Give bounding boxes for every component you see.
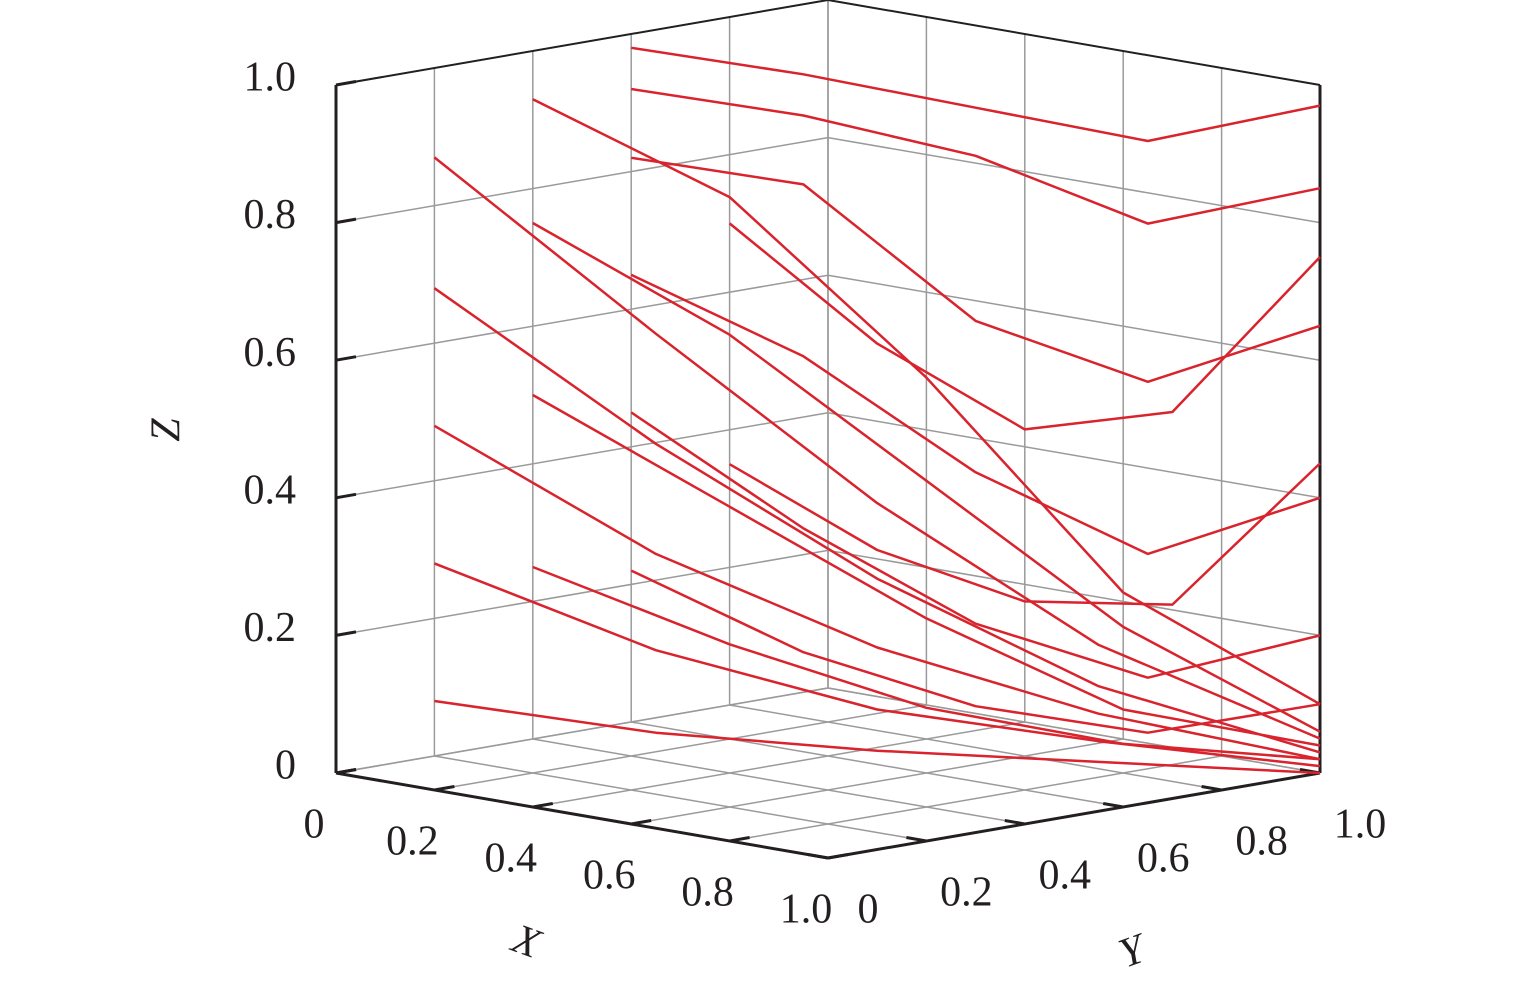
grid-line (729, 704, 1222, 791)
tick-mark (335, 355, 357, 362)
z-tick-label: 0.6 (244, 330, 297, 376)
trajectory (630, 569, 1321, 734)
trajectory (631, 46, 1321, 143)
axis-line (827, 0, 1321, 86)
tick-mark (630, 819, 652, 826)
trajectory (433, 156, 1321, 740)
y-tick-label: 0 (858, 887, 879, 933)
grid-line (532, 738, 1025, 825)
axis-line (335, 771, 829, 860)
y-axis-label: Y (1113, 925, 1155, 978)
x-tick-label: 0.2 (386, 819, 439, 865)
tick-mark (827, 853, 849, 860)
grid-line (434, 704, 927, 791)
trajectory (433, 562, 1321, 768)
trajectory (532, 393, 1321, 747)
x-tick-label: 0 (304, 802, 325, 848)
trajectory (630, 273, 1321, 556)
grid-line (532, 721, 1025, 808)
y-tick-label: 0.6 (1137, 836, 1190, 882)
x-axis-label: X (504, 915, 548, 968)
grid-line (335, 687, 829, 774)
tick-mark (906, 836, 927, 843)
tick-mark (807, 853, 829, 860)
grid-line (631, 738, 1124, 825)
grid-line (335, 136, 829, 224)
grid-line (827, 412, 1321, 499)
trajectory (631, 87, 1321, 225)
axis-line (827, 771, 1321, 860)
z-tick-label: 1.0 (244, 55, 297, 101)
grid-line (335, 274, 829, 361)
trajectory (532, 565, 1321, 761)
grid-line (827, 549, 1321, 637)
trajectory (434, 699, 1321, 775)
trajectory (630, 411, 1321, 679)
x-tick-label: 0.4 (485, 836, 538, 882)
tick-mark (335, 492, 357, 500)
trajectory (532, 98, 1321, 706)
tick-mark (335, 630, 357, 637)
x-tick-label: 0.6 (583, 853, 636, 899)
tick-mark (335, 80, 357, 87)
grid-line (827, 274, 1321, 361)
tick-mark (1201, 785, 1222, 792)
trajectory (631, 156, 1321, 384)
grid-line (335, 549, 829, 637)
tick-mark (335, 217, 357, 225)
trajectory (728, 462, 1321, 606)
grid-line (827, 136, 1321, 224)
z-tick-label: 0.8 (244, 192, 297, 238)
axis-line (335, 0, 829, 86)
z-tick-label: 0.4 (244, 467, 297, 513)
tick-mark (1004, 819, 1026, 826)
z-axis-label: Z (144, 418, 190, 442)
tick-mark (532, 802, 554, 809)
y-tick-label: 0.4 (1039, 853, 1092, 899)
tick-mark (729, 836, 750, 843)
z-tick-label: 0 (275, 743, 296, 789)
y-tick-label: 0.8 (1235, 819, 1288, 865)
z-tick-label: 0.2 (244, 605, 297, 651)
tick-mark (335, 768, 357, 775)
y-tick-label: 0.2 (940, 870, 993, 916)
x-tick-label: 0.8 (681, 870, 734, 916)
trajectory (728, 222, 1321, 431)
x-tick-label: 1.0 (780, 887, 833, 933)
trajectory (433, 287, 1321, 754)
tick-mark (434, 785, 455, 792)
grid-line (335, 412, 829, 499)
y-tick-label: 1.0 (1334, 802, 1387, 848)
grid-line (434, 755, 927, 842)
tick-mark (1102, 802, 1124, 809)
trajectory (532, 221, 1321, 733)
grid-line (729, 755, 1222, 842)
